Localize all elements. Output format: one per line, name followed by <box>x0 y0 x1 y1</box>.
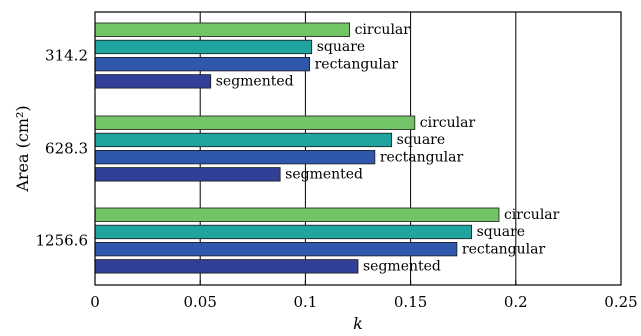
plot-frame <box>94 11 622 286</box>
bar-label-rectangular: rectangular <box>462 241 546 257</box>
bar-rectangular <box>94 57 311 72</box>
bar-label-circular: circular <box>420 115 476 131</box>
bar-label-square: square <box>397 132 446 148</box>
bar-label-segmented: segmented <box>285 167 363 183</box>
bar-rectangular <box>94 149 376 165</box>
bar-circular <box>94 207 500 222</box>
y-tick-label: 628.3 <box>45 140 88 158</box>
bar-circular <box>94 22 350 37</box>
x-tick-label: 0.25 <box>604 293 637 311</box>
bar-square <box>94 39 313 55</box>
x-tick-label: 0.2 <box>504 293 528 311</box>
bar-rectangular <box>94 241 458 257</box>
bars <box>94 22 500 274</box>
bar-label-segmented: segmented <box>363 259 441 275</box>
bar-label-circular: circular <box>504 207 560 223</box>
y-axis-label: Area (cm²) <box>13 105 32 192</box>
x-tick-label: 0.15 <box>394 293 427 311</box>
bar-label-rectangular: rectangular <box>315 56 399 72</box>
bar-segmented <box>94 259 359 274</box>
bar-label-segmented: segmented <box>216 74 294 90</box>
bar-square <box>94 224 473 240</box>
bar-label-square: square <box>317 39 366 55</box>
y-axis-ticks: 314.2 628.3 1256.6 <box>36 47 89 250</box>
y-tick-label: 314.2 <box>45 47 88 65</box>
x-axis-label: k <box>353 314 363 333</box>
x-tick-label: 0.1 <box>293 293 317 311</box>
bar-label-rectangular: rectangular <box>380 149 464 165</box>
x-tick-label: 0 <box>90 293 100 311</box>
bar-labels: circularsquarerectangularsegmentedcircul… <box>216 22 560 275</box>
x-tick-label: 0.05 <box>183 293 216 311</box>
bar-segmented <box>94 74 212 89</box>
bar-label-square: square <box>477 224 525 240</box>
bar-square <box>94 132 393 148</box>
x-axis-ticks: 0 0.05 0.1 0.15 0.2 0.25 <box>90 280 638 311</box>
bar-circular <box>94 115 416 130</box>
bar-label-circular: circular <box>355 22 411 38</box>
bar-segmented <box>94 167 281 182</box>
y-tick-label: 1256.6 <box>36 232 89 250</box>
